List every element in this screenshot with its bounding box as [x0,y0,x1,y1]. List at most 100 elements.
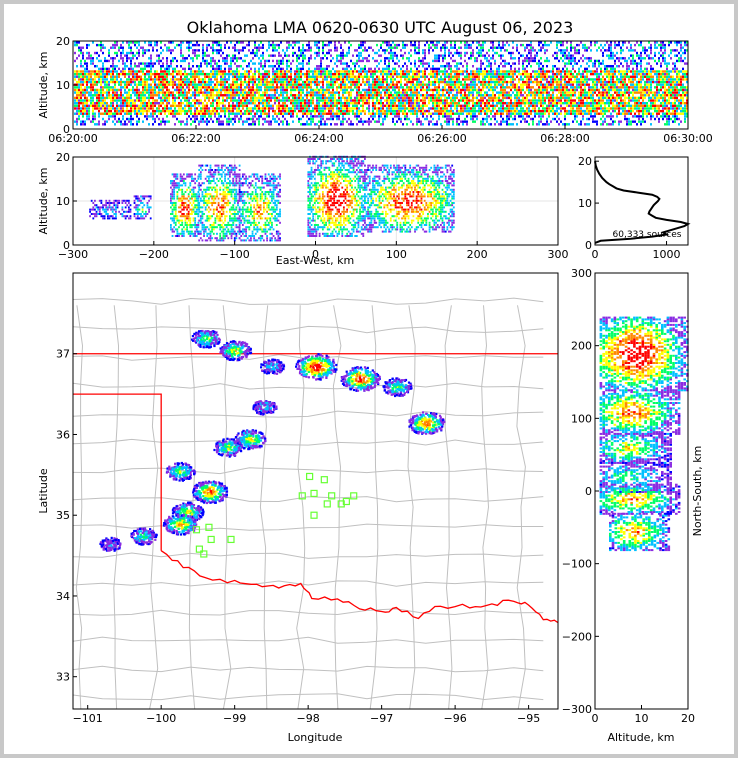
altitude-time-cell [512,91,514,93]
altitude-time-cell [376,81,378,83]
altitude-time-cell [238,110,240,112]
altitude-time-cell [206,118,208,120]
altitude-time-cell [86,91,88,93]
altitude-time-cell [424,99,426,101]
altitude-time-cell [294,52,296,54]
altitude-time-cell [180,54,182,56]
altitude-time-cell [390,102,392,104]
altitude-time-cell [102,47,104,49]
altitude-time-cell [468,91,470,93]
altitude-time-cell [428,123,430,125]
altitude-time-cell [402,105,404,107]
altitude-time-cell [260,99,262,101]
altitude-time-cell [316,91,318,93]
altitude-time-cell [444,113,446,115]
altitude-time-cell [502,54,504,56]
altitude-time-cell [308,60,310,62]
altitude-time-cell [274,54,276,56]
altitude-time-cell [216,49,218,51]
altitude-time-cell [478,91,480,93]
altitude-time-cell [112,68,114,70]
altitude-time-cell [320,65,322,67]
altitude-time-cell [124,91,126,93]
altitude-time-cell [498,94,500,96]
altitude-time-cell [392,110,394,112]
altitude-time-cell [382,73,384,75]
altitude-time-cell [244,91,246,93]
altitude-time-cell [522,73,524,75]
altitude-time-cell [362,105,364,107]
altitude-time-cell [212,68,214,70]
altitude-time-cell [540,105,542,107]
altitude-time-cell [320,89,322,91]
altitude-time-cell [502,65,504,67]
altitude-time-cell [184,84,186,86]
altitude-time-cell [424,44,426,46]
altitude-time-cell [80,110,82,112]
altitude-time-cell [386,94,388,96]
altitude-time-cell [122,94,124,96]
altitude-time-cell [232,97,234,99]
altitude-time-cell [438,81,440,83]
altitude-time-cell [310,49,312,51]
altitude-time-cell [306,86,308,88]
altitude-time-cell [402,73,404,75]
altitude-time-cell [190,81,192,83]
altitude-time-cell [372,113,374,115]
altitude-time-cell [244,86,246,88]
altitude-time-cell [158,78,160,80]
altitude-time-cell [486,120,488,122]
altitude-time-cell [232,102,234,104]
altitude-time-cell [498,110,500,112]
altitude-time-cell [262,107,264,109]
altitude-time-cell [172,60,174,62]
altitude-time-cell [534,78,536,80]
altitude-time-cell [450,105,452,107]
altitude-time-cell [218,68,220,70]
altitude-time-cell [190,41,192,43]
altitude-time-cell [200,78,202,80]
altitude-time-cell [332,57,334,59]
altitude-time-cell [180,76,182,78]
altitude-time-cell [164,123,166,125]
altitude-time-cell [422,81,424,83]
altitude-time-cell [492,70,494,72]
altitude-time-cell [180,86,182,88]
altitude-time-cell [514,89,516,91]
altitude-time-cell [180,65,182,67]
altitude-time-cell [88,76,90,78]
altitude-time-cell [108,110,110,112]
altitude-time-cell [486,115,488,117]
altitude-time-cell [470,91,472,93]
altitude-time-cell [312,99,314,101]
altitude-time-cell [126,57,128,59]
altitude-time-cell [236,57,238,59]
altitude-time-cell [318,89,320,91]
altitude-time-cell [216,107,218,109]
altitude-time-cell [258,57,260,59]
altitude-time-cell [232,84,234,86]
altitude-time-cell [208,76,210,78]
altitude-time-cell [264,94,266,96]
altitude-time-cell [124,102,126,104]
altitude-time-cell [504,97,506,99]
altitude-time-cell [488,73,490,75]
altitude-time-cell [270,105,272,107]
altitude-time-cell [490,86,492,88]
altitude-time-cell [508,94,510,96]
altitude-time-cell [446,73,448,75]
altitude-time-cell [166,97,168,99]
altitude-time-cell [476,94,478,96]
altitude-time-cell [138,52,140,54]
altitude-time-cell [416,76,418,78]
altitude-time-cell [262,113,264,115]
altitude-time-cell [420,105,422,107]
altitude-time-cell [502,41,504,43]
altitude-time-cell [364,113,366,115]
altitude-time-cell [114,44,116,46]
altitude-time-cell [310,86,312,88]
altitude-time-cell [210,65,212,67]
altitude-time-cell [518,86,520,88]
altitude-time-cell [352,73,354,75]
altitude-time-cell [258,47,260,49]
